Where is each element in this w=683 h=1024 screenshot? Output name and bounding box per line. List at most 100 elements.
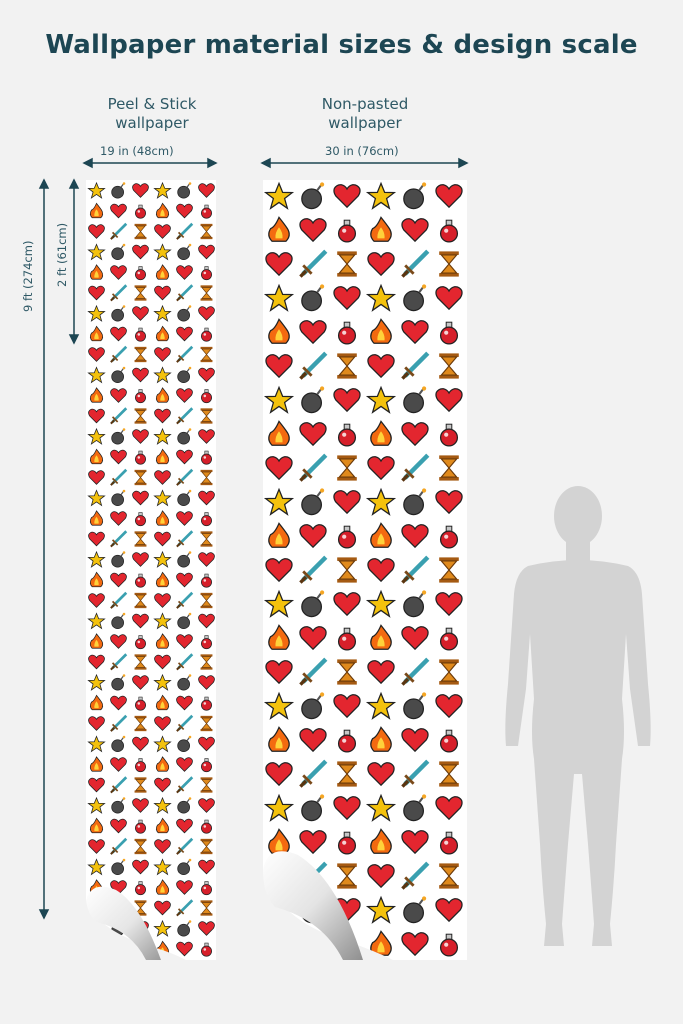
star-icon xyxy=(365,283,397,312)
star-icon xyxy=(263,181,295,210)
bomb-icon xyxy=(111,797,126,814)
heart-icon xyxy=(132,798,149,813)
star-icon xyxy=(263,385,295,414)
star-icon xyxy=(153,181,172,199)
bomb-icon xyxy=(177,305,192,322)
star-icon xyxy=(263,793,295,822)
heart-icon xyxy=(265,354,293,379)
sword-icon xyxy=(299,759,328,788)
sword-icon xyxy=(401,657,430,686)
peel-stick-label-line1: Peel & Stick xyxy=(107,95,197,113)
fire-icon xyxy=(155,510,170,526)
peel-stick-corner-curl xyxy=(86,886,186,960)
fire-icon xyxy=(89,264,104,280)
potion-icon xyxy=(135,389,146,404)
heart-icon xyxy=(198,183,215,198)
hourglass-icon xyxy=(439,251,459,277)
sword-icon xyxy=(401,861,430,890)
heart-icon xyxy=(176,511,193,526)
star-icon xyxy=(365,895,397,924)
heart-icon xyxy=(435,184,463,209)
heart-icon xyxy=(110,511,127,526)
sword-icon xyxy=(110,345,128,363)
fire-icon xyxy=(155,817,170,834)
heart-icon xyxy=(333,388,361,413)
heart-icon xyxy=(176,326,193,342)
potion-icon xyxy=(201,635,212,650)
sword-icon xyxy=(110,468,128,486)
heart-icon xyxy=(401,218,429,243)
bomb-icon xyxy=(111,674,126,691)
potion-icon xyxy=(201,696,212,711)
heart-icon xyxy=(88,839,105,854)
fire-icon xyxy=(155,448,170,465)
heart-icon xyxy=(88,531,105,547)
hourglass-icon xyxy=(200,715,213,732)
heart-icon xyxy=(265,456,293,481)
heart-icon xyxy=(367,762,395,787)
potion-icon xyxy=(201,942,212,957)
bomb-icon xyxy=(177,182,192,199)
non-pasted-label: Non-pasted wallpaper xyxy=(285,95,445,133)
hourglass-icon xyxy=(200,531,213,547)
heart-icon xyxy=(176,880,193,895)
sword-icon xyxy=(176,345,194,363)
heart-icon xyxy=(132,306,149,321)
heart-icon xyxy=(367,864,395,889)
heart-icon xyxy=(198,429,215,444)
potion-icon xyxy=(337,219,357,243)
fire-icon xyxy=(89,633,104,649)
hourglass-icon xyxy=(134,408,147,424)
heart-icon xyxy=(132,244,149,260)
hourglass-icon xyxy=(439,455,459,481)
heart-icon xyxy=(88,224,105,239)
fire-icon xyxy=(155,879,170,895)
potion-icon xyxy=(135,450,146,465)
heart-icon xyxy=(154,408,171,424)
potion-icon xyxy=(337,423,357,447)
star-icon xyxy=(87,612,106,630)
hourglass-icon xyxy=(134,469,147,486)
sword-icon xyxy=(176,222,194,240)
sword-icon xyxy=(401,249,430,278)
bomb-icon xyxy=(177,243,192,261)
potion-icon xyxy=(201,512,212,527)
bomb-icon xyxy=(177,551,192,568)
hourglass-icon xyxy=(134,346,147,363)
potion-icon xyxy=(135,881,146,896)
heart-icon xyxy=(367,456,395,481)
bomb-icon xyxy=(177,428,192,445)
hourglass-icon xyxy=(439,863,459,889)
potion-icon xyxy=(135,696,146,711)
fire-icon xyxy=(89,387,104,403)
hourglass-icon xyxy=(200,777,213,793)
heart-icon xyxy=(88,716,105,731)
heart-icon xyxy=(110,388,127,403)
heart-icon xyxy=(110,449,127,465)
star-icon xyxy=(153,796,172,814)
bomb-icon xyxy=(403,896,427,924)
hourglass-icon xyxy=(439,761,459,787)
potion-icon xyxy=(135,635,146,650)
potion-icon xyxy=(135,819,146,834)
heart-icon xyxy=(176,941,193,957)
fire-icon xyxy=(155,264,170,280)
potion-icon xyxy=(201,204,212,219)
heart-icon xyxy=(435,490,463,515)
heart-icon xyxy=(132,736,149,752)
potion-icon xyxy=(201,881,212,896)
heart-icon xyxy=(88,777,105,793)
potion-icon xyxy=(439,627,459,651)
hourglass-icon xyxy=(200,285,213,301)
heart-icon xyxy=(198,490,215,506)
bomb-icon xyxy=(301,284,325,312)
peel-stick-wallpaper-sample xyxy=(86,180,216,960)
fire-icon xyxy=(89,448,104,465)
star-icon xyxy=(87,550,106,568)
fire-icon xyxy=(155,633,170,649)
fire-icon xyxy=(89,817,104,834)
heart-icon xyxy=(198,921,215,936)
heart-icon xyxy=(88,470,105,485)
heart-icon xyxy=(435,694,463,719)
sword-icon xyxy=(110,407,128,425)
